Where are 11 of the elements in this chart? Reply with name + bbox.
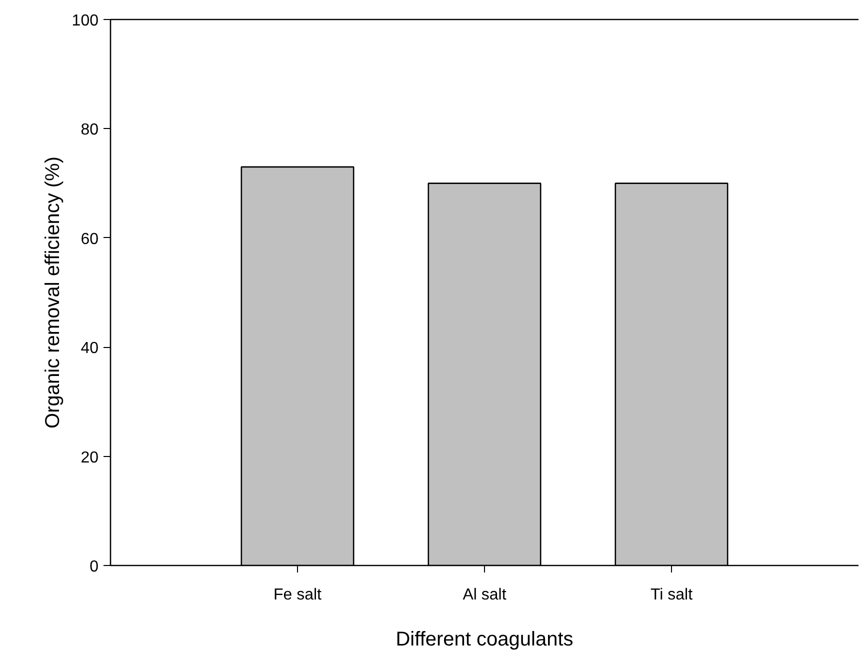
x-tick-label: Al salt bbox=[462, 586, 507, 604]
x-axis-title: Different coagulants bbox=[396, 628, 574, 650]
y-tick-label: 40 bbox=[80, 340, 99, 358]
y-axis-title: Organic removal efficiency (%) bbox=[42, 156, 64, 428]
y-tick-label: 60 bbox=[80, 230, 99, 248]
x-tick-label: Fe salt bbox=[273, 586, 322, 604]
y-tick-label: 0 bbox=[90, 558, 99, 576]
x-tick-label: Ti salt bbox=[650, 586, 694, 604]
y-tick-label: 20 bbox=[80, 449, 99, 466]
y-tick-label: 100 bbox=[72, 12, 99, 30]
y-tick-label: 80 bbox=[80, 122, 99, 139]
